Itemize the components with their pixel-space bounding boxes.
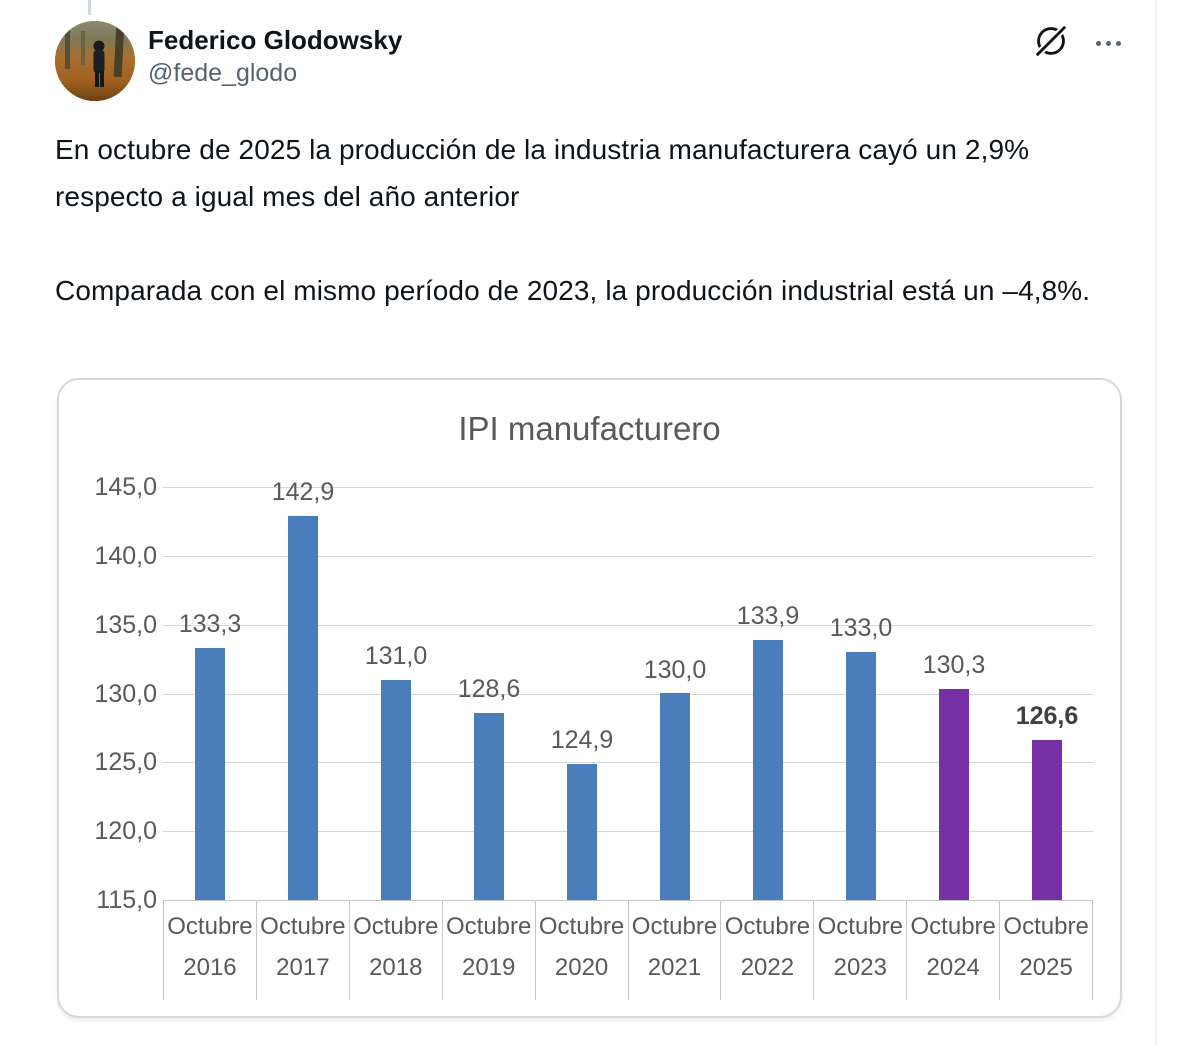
bar-octubre-2017 bbox=[288, 516, 318, 900]
y-tick-label: 140,0 bbox=[94, 542, 157, 570]
thread-connector-line bbox=[88, 0, 91, 15]
x-category-label: Octubre 2020 bbox=[534, 901, 628, 1000]
x-category-month: Octubre bbox=[538, 913, 625, 940]
bar-value-label: 133,9 bbox=[736, 602, 800, 630]
x-category-label: Octubre 2024 bbox=[906, 901, 999, 1000]
bar-value-label: 128,6 bbox=[457, 675, 521, 703]
x-category-month: Octubre bbox=[631, 913, 718, 940]
grok-actions-button[interactable] bbox=[1032, 22, 1070, 60]
bar-value-label: 124,9 bbox=[550, 726, 614, 754]
gridline bbox=[163, 831, 1093, 832]
author-handle[interactable]: @fede_glodo bbox=[148, 59, 298, 87]
more-dot-icon bbox=[1105, 40, 1111, 46]
x-category-label: Octubre 2019 bbox=[441, 901, 535, 1000]
bar-octubre-2021 bbox=[660, 693, 690, 900]
x-category-label: Octubre 2025 bbox=[999, 901, 1094, 1000]
bar-octubre-2019 bbox=[474, 713, 504, 900]
chart-media-card[interactable]: IPI manufacturero 145,0 140,0 135,0 130,0 12… bbox=[57, 378, 1122, 1018]
y-tick-label: 120,0 bbox=[94, 817, 157, 845]
y-tick-label: 125,0 bbox=[94, 748, 157, 776]
x-category-year: 2016 bbox=[183, 954, 237, 981]
author-block: Federico Glodowsky @fede_glodo bbox=[148, 24, 402, 90]
chart-title: IPI manufacturero bbox=[458, 410, 721, 447]
avatar-photo bbox=[55, 21, 135, 101]
gridline bbox=[163, 694, 1093, 695]
avatar[interactable] bbox=[55, 21, 135, 101]
plot-area: 133,3 142,9 131,0 128,6 124,9 130,0 133,9 133,0… bbox=[163, 478, 1093, 900]
gridline bbox=[163, 487, 1093, 488]
bar-value-label: 133,0 bbox=[829, 614, 893, 642]
x-category-label: Octubre 2023 bbox=[813, 901, 906, 1000]
bar-octubre-2020 bbox=[567, 764, 597, 900]
chart-x-axis: Octubre 2016 Octubre 2017 Octubre 2018 Octubre… bbox=[163, 900, 1094, 1000]
x-category-month: Octubre bbox=[910, 913, 996, 940]
author-name[interactable]: Federico Glodowsky bbox=[148, 25, 403, 55]
x-category-year: 2020 bbox=[554, 954, 609, 981]
x-category-label: Octubre 2021 bbox=[627, 901, 721, 1000]
y-tick-label: 130,0 bbox=[94, 680, 157, 708]
x-category-label: Octubre 2016 bbox=[163, 901, 256, 1000]
x-category-month: Octubre bbox=[260, 913, 346, 940]
x-category-month: Octubre bbox=[445, 913, 532, 940]
x-category-label: Octubre 2022 bbox=[720, 901, 813, 1000]
x-category-year: 2024 bbox=[926, 954, 980, 981]
x-category-year: 2022 bbox=[740, 954, 795, 981]
more-dot-icon bbox=[1115, 40, 1121, 46]
x-category-year: 2021 bbox=[647, 954, 702, 981]
x-category-year: 2019 bbox=[461, 954, 516, 981]
x-category-year: 2023 bbox=[833, 954, 887, 981]
x-category-label: Octubre 2017 bbox=[255, 901, 349, 1000]
bar-value-label: 126,6 bbox=[1015, 702, 1079, 730]
gridline bbox=[163, 556, 1093, 557]
x-category-year: 2025 bbox=[1019, 954, 1073, 981]
x-category-month: Octubre bbox=[167, 913, 253, 940]
chart-y-axis: 145,0 140,0 135,0 130,0 125,0 120,0 115,0 bbox=[85, 474, 157, 913]
bar-value-label: 133,3 bbox=[178, 610, 242, 638]
more-dot-icon bbox=[1095, 40, 1101, 46]
bar-octubre-2016 bbox=[195, 648, 225, 900]
x-category-month: Octubre bbox=[1003, 913, 1089, 940]
x-category-month: Octubre bbox=[817, 913, 903, 940]
y-tick-label: 115,0 bbox=[96, 886, 157, 914]
y-tick-label: 145,0 bbox=[94, 473, 157, 501]
bar-value-label: 130,0 bbox=[643, 656, 707, 684]
x-category-month: Octubre bbox=[353, 913, 439, 940]
bar-octubre-2023 bbox=[846, 652, 876, 900]
timeline-column-divider bbox=[1155, 0, 1157, 1045]
more-options-button[interactable] bbox=[1086, 28, 1130, 58]
bar-value-label: 131,0 bbox=[364, 642, 428, 670]
x-category-label: Octubre 2018 bbox=[348, 901, 442, 1000]
x-category-month: Octubre bbox=[724, 913, 811, 940]
gridline bbox=[163, 625, 1093, 626]
gridline bbox=[163, 762, 1093, 763]
tweet-paragraph: Comparada con el mismo período de 2023, … bbox=[55, 275, 1091, 306]
bar-octubre-2024 bbox=[939, 689, 969, 900]
bar-value-label: 142,9 bbox=[271, 478, 335, 506]
bar-octubre-2025 bbox=[1032, 740, 1062, 900]
grok-icon bbox=[1034, 24, 1068, 58]
tweet-paragraph: En octubre de 2025 la producción de la i… bbox=[55, 134, 1030, 212]
bar-octubre-2018 bbox=[381, 680, 411, 900]
bar-value-label: 130,3 bbox=[922, 651, 986, 679]
tweet-text: En octubre de 2025 la producción de la i… bbox=[55, 126, 1133, 314]
x-category-year: 2017 bbox=[276, 954, 330, 981]
bar-octubre-2022 bbox=[753, 640, 783, 900]
x-category-year: 2018 bbox=[369, 954, 423, 981]
y-tick-label: 135,0 bbox=[94, 611, 157, 639]
